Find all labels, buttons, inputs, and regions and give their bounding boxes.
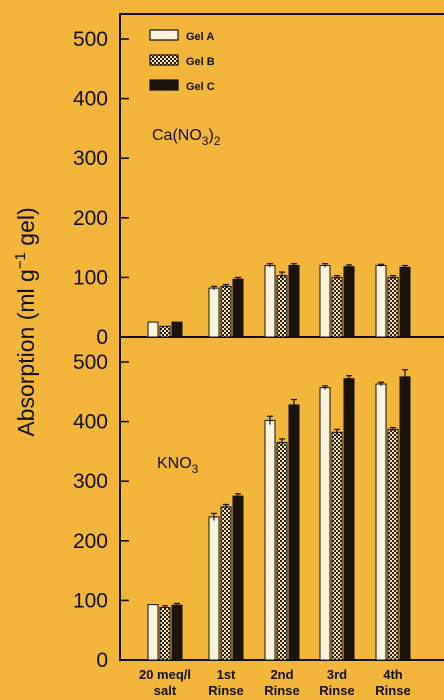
top-y-tick-label: 500 [73, 28, 108, 51]
top-bar-gel-a [375, 264, 387, 338]
bottom-panel-label-base: KNO [157, 455, 192, 472]
top-panel-label: Ca(NO3)2 [152, 127, 221, 148]
bottom-bar-gel-c [399, 376, 411, 661]
bottom-bar-gel-a [264, 419, 276, 661]
x-axis-labels: 20 meq/l salt 1st Rinse 2nd Rinse 3rd Ri… [139, 667, 411, 698]
legend-label-gel-b: Gel B [186, 56, 215, 68]
bottom-y-tick-label: 200 [73, 530, 108, 553]
top-bar-gel-b [220, 285, 232, 338]
top-bar-gel-b [276, 275, 288, 338]
top-y-tick-label: 400 [73, 88, 108, 111]
bottom-bar-gel-a [208, 516, 220, 661]
top-bar-gel-c [288, 264, 300, 338]
top-bar-gel-a [208, 287, 220, 338]
top-y-tick-label: 200 [73, 207, 108, 230]
bottom-panel-label: KNO3 [157, 455, 199, 476]
bottom-y-tick-label: 100 [73, 589, 108, 612]
legend-item-gel-a: Gel A [149, 29, 214, 43]
top-bar-gel-c [171, 321, 183, 338]
top-panel-label-sub2: 2 [214, 134, 221, 148]
bottom-y-tick-label: 0 [96, 649, 108, 672]
legend-item-gel-b: Gel B [149, 54, 215, 68]
bottom-bar-gel-b [220, 506, 232, 661]
bottom-bar-gel-c [171, 604, 183, 661]
top-bar-gel-b [331, 276, 343, 338]
bottom-bar-gel-a [375, 383, 387, 661]
top-panel-label-base: Ca(NO [152, 127, 202, 144]
category-label-rinse1-line1: 1st [217, 667, 236, 682]
top-bar-gel-a [264, 264, 276, 338]
category-label-rinse4-line1: 4th [383, 667, 403, 682]
legend: Gel A Gel B Gel C [149, 29, 215, 93]
category-label-rinse4-line2: Rinse [375, 683, 410, 698]
bottom-bar-gel-c [343, 378, 355, 661]
bottom-bar-gel-c [232, 495, 244, 661]
bottom-bar-gel-b [159, 607, 171, 661]
bottom-y-tick-label: 400 [73, 411, 108, 434]
bottom-bar-gel-b [331, 431, 343, 661]
bottom-bar-gel-c [288, 404, 300, 661]
category-label-rinse2-line2: Rinse [264, 683, 299, 698]
top-y-tick-label: 100 [73, 266, 108, 289]
bottom-y-tick-label: 500 [73, 351, 108, 374]
legend-label-gel-c: Gel C [186, 81, 215, 93]
top-y-tick-label: 300 [73, 147, 108, 170]
legend-swatch-gel-c [149, 79, 179, 91]
top-bar-gel-b [387, 276, 399, 338]
category-label-rinse3-line2: Rinse [319, 683, 354, 698]
category-label-rinse2-line1: 2nd [270, 667, 293, 682]
category-label-rinse1-line2: Rinse [208, 683, 243, 698]
top-bar-gel-c [399, 266, 411, 338]
category-label-salt-line1: 20 meq/l [139, 667, 191, 682]
bar-marks [147, 263, 411, 661]
top-bar-gel-c [232, 278, 244, 338]
bottom-panel-label-sub1: 3 [192, 462, 199, 476]
top-bar-gel-b [159, 325, 171, 338]
top-panel-label-close: ) [208, 127, 213, 144]
legend-swatch-gel-b [149, 54, 179, 66]
bottom-bar-gel-a [147, 604, 159, 661]
legend-swatch-gel-a [149, 29, 179, 41]
top-bar-gel-c [343, 266, 355, 338]
top-bar-gel-a [319, 264, 331, 338]
legend-item-gel-c: Gel C [149, 79, 215, 93]
top-y-tick-label: 0 [96, 326, 108, 349]
bottom-y-tick-label: 300 [73, 470, 108, 493]
top-panel-label-sub1: 3 [202, 134, 209, 148]
top-bar-gel-a [147, 321, 159, 338]
bottom-bar-gel-b [387, 428, 399, 661]
category-label-salt-line2: salt [154, 683, 177, 698]
legend-label-gel-a: Gel A [186, 31, 214, 43]
bottom-bar-gel-b [276, 441, 288, 661]
bottom-bar-gel-a [319, 387, 331, 661]
y-axis-title: Absorption (ml g−1 gel) [12, 207, 39, 436]
category-label-rinse3-line1: 3rd [327, 667, 347, 682]
